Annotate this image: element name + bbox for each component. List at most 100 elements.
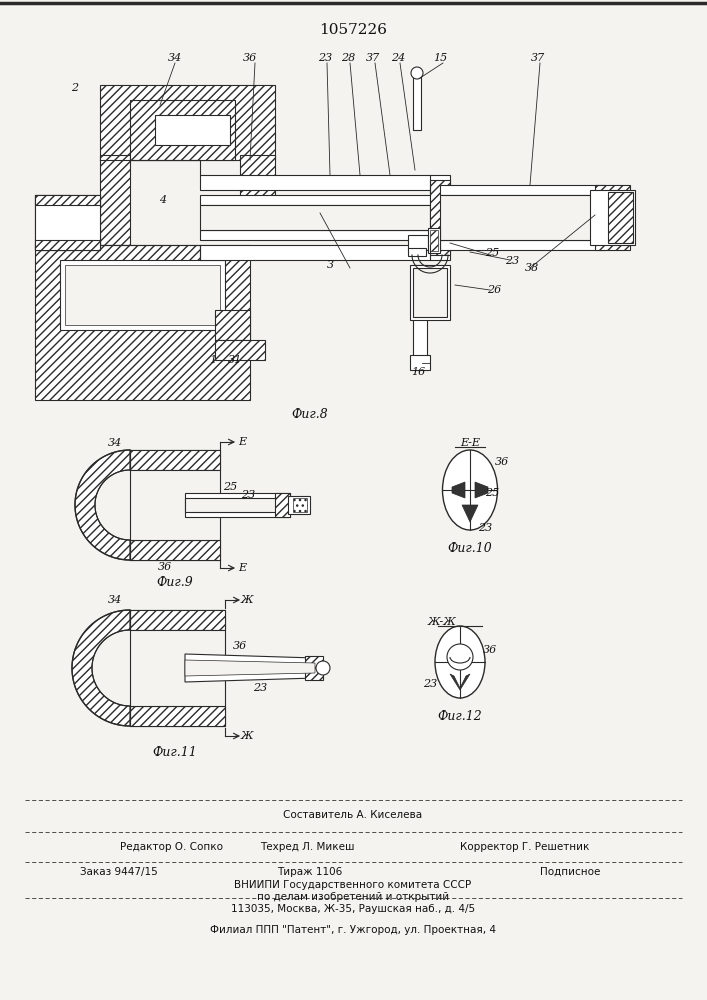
Bar: [35, 195, 70, 250]
Bar: [130, 540, 220, 560]
Text: 24: 24: [391, 53, 405, 63]
Ellipse shape: [443, 450, 498, 530]
Bar: [608, 192, 633, 243]
Bar: [130, 706, 225, 726]
Text: Подписное: Подписное: [540, 867, 600, 877]
Text: Ж-Ж: Ж-Ж: [428, 617, 457, 627]
Bar: [215, 310, 250, 340]
Text: Фиг.9: Фиг.9: [157, 576, 194, 588]
Bar: [293, 498, 307, 512]
Bar: [595, 185, 630, 250]
Text: Ж: Ж: [241, 731, 253, 741]
Bar: [200, 195, 430, 205]
Text: 23: 23: [241, 490, 255, 500]
Bar: [428, 228, 440, 253]
Polygon shape: [462, 505, 478, 522]
Bar: [35, 195, 100, 205]
Text: 1: 1: [209, 355, 216, 365]
Bar: [430, 230, 438, 251]
Bar: [200, 205, 430, 230]
Text: 16: 16: [411, 367, 425, 377]
Bar: [440, 240, 605, 250]
Text: 38: 38: [525, 263, 539, 273]
Bar: [130, 450, 220, 470]
Text: Составитель А. Киселева: Составитель А. Киселева: [284, 810, 423, 820]
Text: 36: 36: [243, 53, 257, 63]
Text: 28: 28: [341, 53, 355, 63]
Polygon shape: [185, 660, 315, 676]
Text: 36: 36: [158, 562, 172, 572]
Bar: [130, 100, 235, 160]
Bar: [100, 85, 275, 160]
Text: 36: 36: [483, 645, 497, 655]
Bar: [130, 470, 220, 540]
Bar: [35, 245, 250, 400]
Text: Филиал ППП "Патент", г. Ужгород, ул. Проектная, 4: Филиал ППП "Патент", г. Ужгород, ул. Про…: [210, 925, 496, 935]
Bar: [60, 260, 225, 330]
Bar: [413, 265, 427, 365]
Bar: [35, 195, 100, 250]
Text: 36: 36: [233, 641, 247, 651]
Bar: [35, 240, 100, 250]
Text: 25: 25: [223, 482, 237, 492]
Bar: [185, 498, 290, 512]
Text: 23: 23: [505, 256, 519, 266]
Polygon shape: [72, 610, 130, 726]
Bar: [413, 268, 447, 317]
Text: 15: 15: [433, 53, 447, 63]
Text: Фиг.8: Фиг.8: [291, 408, 328, 422]
Bar: [200, 230, 430, 240]
Text: Редактор О. Сопко: Редактор О. Сопко: [120, 842, 223, 852]
Bar: [130, 450, 220, 470]
Text: 25: 25: [485, 248, 499, 258]
Bar: [65, 265, 220, 325]
Text: 34: 34: [108, 438, 122, 448]
Text: 23: 23: [423, 679, 437, 689]
Polygon shape: [452, 482, 465, 498]
Text: 23: 23: [318, 53, 332, 63]
Polygon shape: [185, 654, 315, 682]
Bar: [240, 155, 275, 210]
Bar: [408, 235, 428, 250]
Bar: [413, 75, 421, 130]
Text: ВНИИПИ Государственного комитета СССР: ВНИИПИ Государственного комитета СССР: [235, 880, 472, 890]
Text: 23: 23: [253, 683, 267, 693]
Text: Фиг.12: Фиг.12: [438, 710, 482, 724]
Bar: [130, 706, 225, 726]
Text: 113035, Москва, Ж-35, Раушская наб., д. 4/5: 113035, Москва, Ж-35, Раушская наб., д. …: [231, 904, 475, 914]
Bar: [130, 610, 225, 630]
Circle shape: [447, 644, 473, 670]
Bar: [130, 610, 225, 630]
Bar: [288, 496, 310, 514]
Text: 2: 2: [71, 83, 78, 93]
Text: 25: 25: [485, 488, 499, 498]
Bar: [200, 175, 450, 190]
Text: 34: 34: [108, 595, 122, 605]
Text: 3: 3: [327, 260, 334, 270]
Bar: [430, 180, 450, 255]
Bar: [155, 115, 230, 145]
Text: 37: 37: [366, 53, 380, 63]
Bar: [275, 493, 290, 517]
Text: Е: Е: [238, 563, 246, 573]
Text: по делам изобретений и открытий: по делам изобретений и открытий: [257, 892, 449, 902]
Bar: [305, 656, 323, 680]
Bar: [185, 493, 290, 517]
Text: Фиг.11: Фиг.11: [153, 746, 197, 758]
Polygon shape: [450, 674, 470, 690]
Bar: [440, 195, 605, 240]
Text: 34: 34: [168, 53, 182, 63]
Text: Ж: Ж: [241, 595, 253, 605]
Polygon shape: [475, 482, 488, 498]
Bar: [130, 540, 220, 560]
Text: 23: 23: [478, 523, 492, 533]
Bar: [410, 265, 450, 320]
Bar: [130, 630, 225, 706]
Bar: [215, 340, 265, 360]
Bar: [590, 190, 635, 245]
Text: 31: 31: [228, 355, 242, 365]
Circle shape: [411, 67, 423, 79]
Bar: [100, 155, 130, 245]
Bar: [408, 248, 426, 256]
Text: Корректор Г. Решетник: Корректор Г. Решетник: [460, 842, 590, 852]
